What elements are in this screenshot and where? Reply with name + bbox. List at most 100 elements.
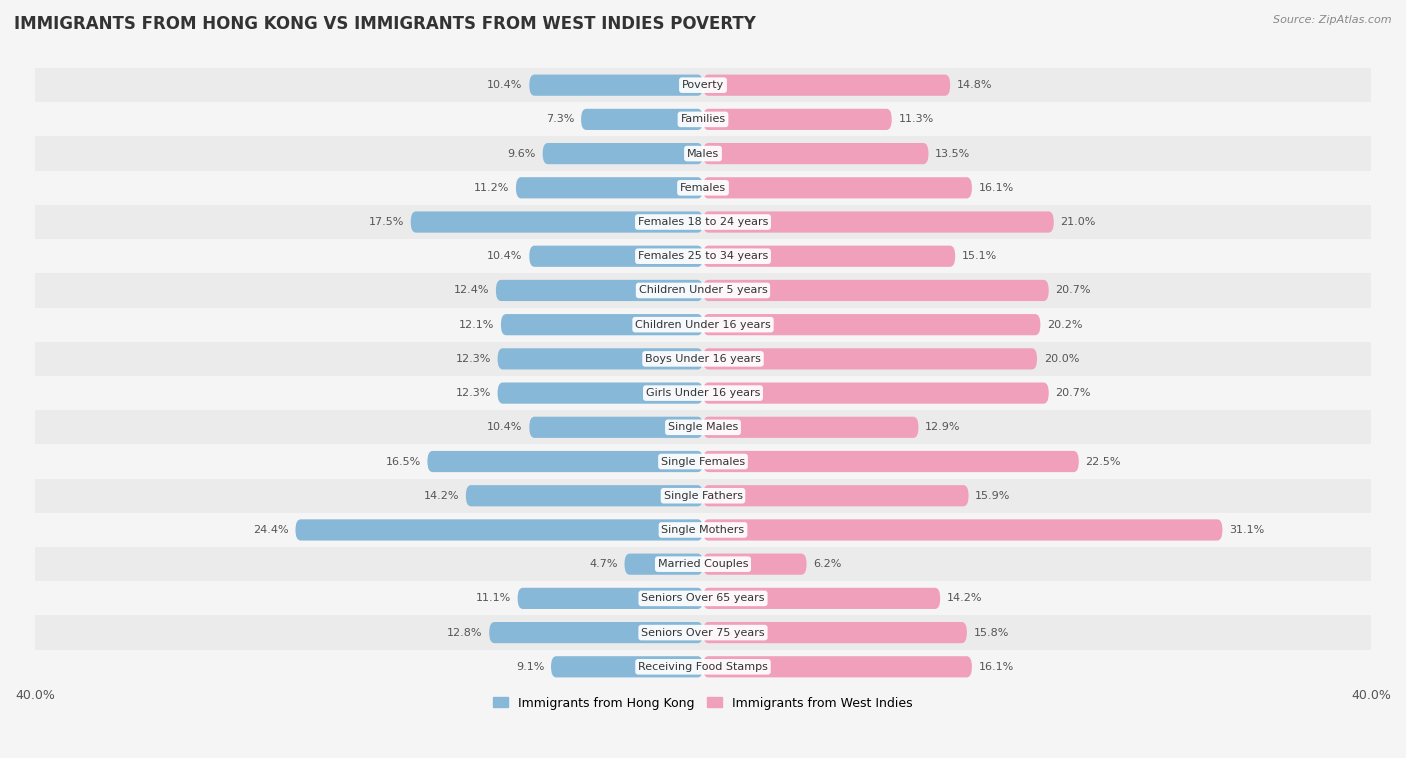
FancyBboxPatch shape [703,109,891,130]
Text: 20.0%: 20.0% [1043,354,1078,364]
FancyBboxPatch shape [551,656,703,678]
FancyBboxPatch shape [498,383,703,404]
FancyBboxPatch shape [703,485,969,506]
FancyBboxPatch shape [703,246,955,267]
Text: 9.6%: 9.6% [508,149,536,158]
Bar [35,205,1371,239]
Text: 12.3%: 12.3% [456,354,491,364]
Text: 24.4%: 24.4% [253,525,288,535]
Text: Seniors Over 65 years: Seniors Over 65 years [641,594,765,603]
Text: 10.4%: 10.4% [488,251,523,262]
FancyBboxPatch shape [295,519,703,540]
Text: Females 25 to 34 years: Females 25 to 34 years [638,251,768,262]
FancyBboxPatch shape [703,74,950,96]
Text: 6.2%: 6.2% [813,559,842,569]
Legend: Immigrants from Hong Kong, Immigrants from West Indies: Immigrants from Hong Kong, Immigrants fr… [488,691,918,715]
Text: 11.3%: 11.3% [898,114,934,124]
Bar [35,444,1371,478]
Text: 9.1%: 9.1% [516,662,544,672]
Text: 12.4%: 12.4% [454,286,489,296]
Text: 16.1%: 16.1% [979,662,1014,672]
Text: Single Males: Single Males [668,422,738,432]
Text: Girls Under 16 years: Girls Under 16 years [645,388,761,398]
Text: 14.8%: 14.8% [957,80,993,90]
Text: Single Fathers: Single Fathers [664,490,742,501]
FancyBboxPatch shape [516,177,703,199]
Text: Seniors Over 75 years: Seniors Over 75 years [641,628,765,637]
Bar [35,239,1371,274]
Text: 10.4%: 10.4% [488,422,523,432]
FancyBboxPatch shape [411,211,703,233]
FancyBboxPatch shape [581,109,703,130]
Text: Children Under 5 years: Children Under 5 years [638,286,768,296]
FancyBboxPatch shape [427,451,703,472]
FancyBboxPatch shape [543,143,703,164]
Bar [35,547,1371,581]
Bar [35,171,1371,205]
Bar [35,650,1371,684]
FancyBboxPatch shape [624,553,703,575]
Bar [35,136,1371,171]
FancyBboxPatch shape [703,211,1053,233]
FancyBboxPatch shape [703,587,941,609]
Text: Males: Males [688,149,718,158]
Text: 12.9%: 12.9% [925,422,960,432]
Bar [35,308,1371,342]
FancyBboxPatch shape [703,348,1038,369]
FancyBboxPatch shape [529,417,703,438]
Text: Single Mothers: Single Mothers [661,525,745,535]
Text: Poverty: Poverty [682,80,724,90]
Bar [35,376,1371,410]
Text: 17.5%: 17.5% [368,217,404,227]
FancyBboxPatch shape [703,177,972,199]
Text: 14.2%: 14.2% [946,594,983,603]
Bar [35,410,1371,444]
Text: 12.1%: 12.1% [458,320,495,330]
Text: Females 18 to 24 years: Females 18 to 24 years [638,217,768,227]
FancyBboxPatch shape [703,383,1049,404]
Bar [35,478,1371,513]
Bar [35,342,1371,376]
FancyBboxPatch shape [703,656,972,678]
Text: 20.2%: 20.2% [1047,320,1083,330]
FancyBboxPatch shape [703,314,1040,335]
FancyBboxPatch shape [529,74,703,96]
Text: 20.7%: 20.7% [1056,388,1091,398]
Text: 11.2%: 11.2% [474,183,509,193]
FancyBboxPatch shape [465,485,703,506]
FancyBboxPatch shape [501,314,703,335]
Text: 7.3%: 7.3% [546,114,575,124]
Text: Single Females: Single Females [661,456,745,466]
Text: Receiving Food Stamps: Receiving Food Stamps [638,662,768,672]
Text: 12.8%: 12.8% [447,628,482,637]
FancyBboxPatch shape [703,622,967,644]
Text: Families: Families [681,114,725,124]
FancyBboxPatch shape [703,553,807,575]
Text: IMMIGRANTS FROM HONG KONG VS IMMIGRANTS FROM WEST INDIES POVERTY: IMMIGRANTS FROM HONG KONG VS IMMIGRANTS … [14,15,756,33]
Text: 10.4%: 10.4% [488,80,523,90]
FancyBboxPatch shape [703,143,928,164]
Text: 15.1%: 15.1% [962,251,997,262]
Bar [35,102,1371,136]
FancyBboxPatch shape [529,246,703,267]
Text: Children Under 16 years: Children Under 16 years [636,320,770,330]
FancyBboxPatch shape [489,622,703,644]
FancyBboxPatch shape [517,587,703,609]
FancyBboxPatch shape [703,519,1222,540]
Bar [35,68,1371,102]
Text: 16.5%: 16.5% [385,456,420,466]
Text: 16.1%: 16.1% [979,183,1014,193]
Text: 21.0%: 21.0% [1060,217,1095,227]
Text: 20.7%: 20.7% [1056,286,1091,296]
Text: 15.9%: 15.9% [976,490,1011,501]
FancyBboxPatch shape [703,451,1078,472]
Text: Boys Under 16 years: Boys Under 16 years [645,354,761,364]
Text: 4.7%: 4.7% [589,559,617,569]
Text: 14.2%: 14.2% [423,490,460,501]
FancyBboxPatch shape [703,280,1049,301]
Text: Married Couples: Married Couples [658,559,748,569]
Bar [35,615,1371,650]
FancyBboxPatch shape [496,280,703,301]
FancyBboxPatch shape [703,417,918,438]
Bar [35,581,1371,615]
